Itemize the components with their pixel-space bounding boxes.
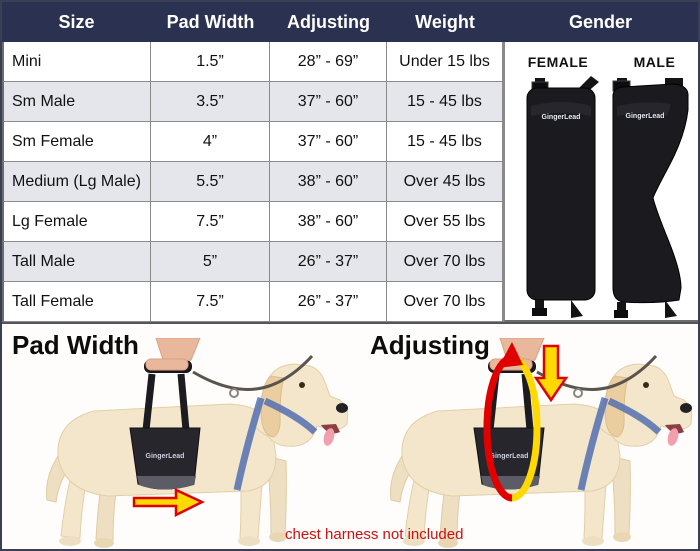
female-pad-illustration: GingerLead — [526, 76, 599, 318]
sling-brand-logo: GingerLead — [146, 453, 185, 460]
female-pad-brand-logo: GingerLead — [542, 114, 581, 121]
gender-pads-illustration: GingerLead GingerLead — [526, 76, 689, 318]
table-cell-size: Sm Female — [2, 122, 151, 162]
table-cell-size: Mini — [2, 42, 151, 82]
chest-harness-illustration — [233, 396, 318, 491]
table-cell-weight: Over 55 lbs — [387, 202, 503, 242]
pad-width-photo-title: Pad Width — [12, 330, 139, 360]
table-cell-adjusting: 26” - 37” — [270, 282, 387, 322]
male-pad-illustration: GingerLead — [612, 78, 689, 318]
dog-photo-adjusting: GingerLead — [390, 338, 692, 548]
column-header-adjusting: Adjusting — [270, 2, 387, 42]
table-cell-adjusting: 37” - 60” — [270, 82, 387, 122]
column-header-gender: Gender — [503, 2, 698, 42]
adjusting-photo-title: Adjusting — [370, 330, 490, 360]
table-cell-adjusting: 38” - 60” — [270, 202, 387, 242]
table-cell-weight: Over 70 lbs — [387, 242, 503, 282]
sling-brand-logo: GingerLead — [490, 453, 529, 460]
dog-photo-pad-width: GingerLead — [46, 338, 348, 548]
table-cell-pad-width: 5.5” — [151, 162, 270, 202]
table-cell-pad-width: 7.5” — [151, 202, 270, 242]
size-table: Size Pad Width Adjusting Weight Gender M… — [2, 2, 698, 322]
support-sling-illustration: GingerLead — [129, 338, 314, 490]
table-cell-adjusting: 38” - 60” — [270, 162, 387, 202]
column-header-size: Size — [2, 2, 151, 42]
table-cell-size: Sm Male — [2, 82, 151, 122]
gender-panel: FEMALE MALE GingerLead — [503, 42, 698, 322]
table-cell-weight: Over 70 lbs — [387, 282, 503, 322]
table-cell-pad-width: 5” — [151, 242, 270, 282]
adjusting-loop-arrow-icon — [483, 342, 541, 502]
table-cell-weight: 15 - 45 lbs — [387, 122, 503, 162]
table-cell-adjusting: 26” - 37” — [270, 242, 387, 282]
table-cell-adjusting: 37” - 60” — [270, 122, 387, 162]
table-cell-adjusting: 28” - 69” — [270, 42, 387, 82]
chest-harness-illustration — [577, 396, 662, 491]
photo-section: Pad Width Adjusting — [2, 322, 698, 549]
table-cell-size: Medium (Lg Male) — [2, 162, 151, 202]
chest-harness-note: chest harness not included — [285, 526, 464, 543]
column-header-pad-width: Pad Width — [151, 2, 270, 42]
adjusting-down-arrow-icon — [533, 344, 569, 403]
female-label: FEMALE — [527, 54, 589, 70]
table-cell-pad-width: 1.5” — [151, 42, 270, 82]
table-cell-pad-width: 3.5” — [151, 82, 270, 122]
table-cell-weight: Over 45 lbs — [387, 162, 503, 202]
table-cell-weight: Under 15 lbs — [387, 42, 503, 82]
table-cell-weight: 15 - 45 lbs — [387, 82, 503, 122]
male-pad-brand-logo: GingerLead — [626, 113, 665, 120]
male-label: MALE — [633, 54, 676, 70]
pad-width-arrow-icon — [132, 488, 205, 518]
table-cell-size: Tall Male — [2, 242, 151, 282]
table-cell-pad-width: 7.5” — [151, 282, 270, 322]
table-cell-size: Tall Female — [2, 282, 151, 322]
column-header-weight: Weight — [387, 2, 503, 42]
table-cell-pad-width: 4” — [151, 122, 270, 162]
table-cell-size: Lg Female — [2, 202, 151, 242]
